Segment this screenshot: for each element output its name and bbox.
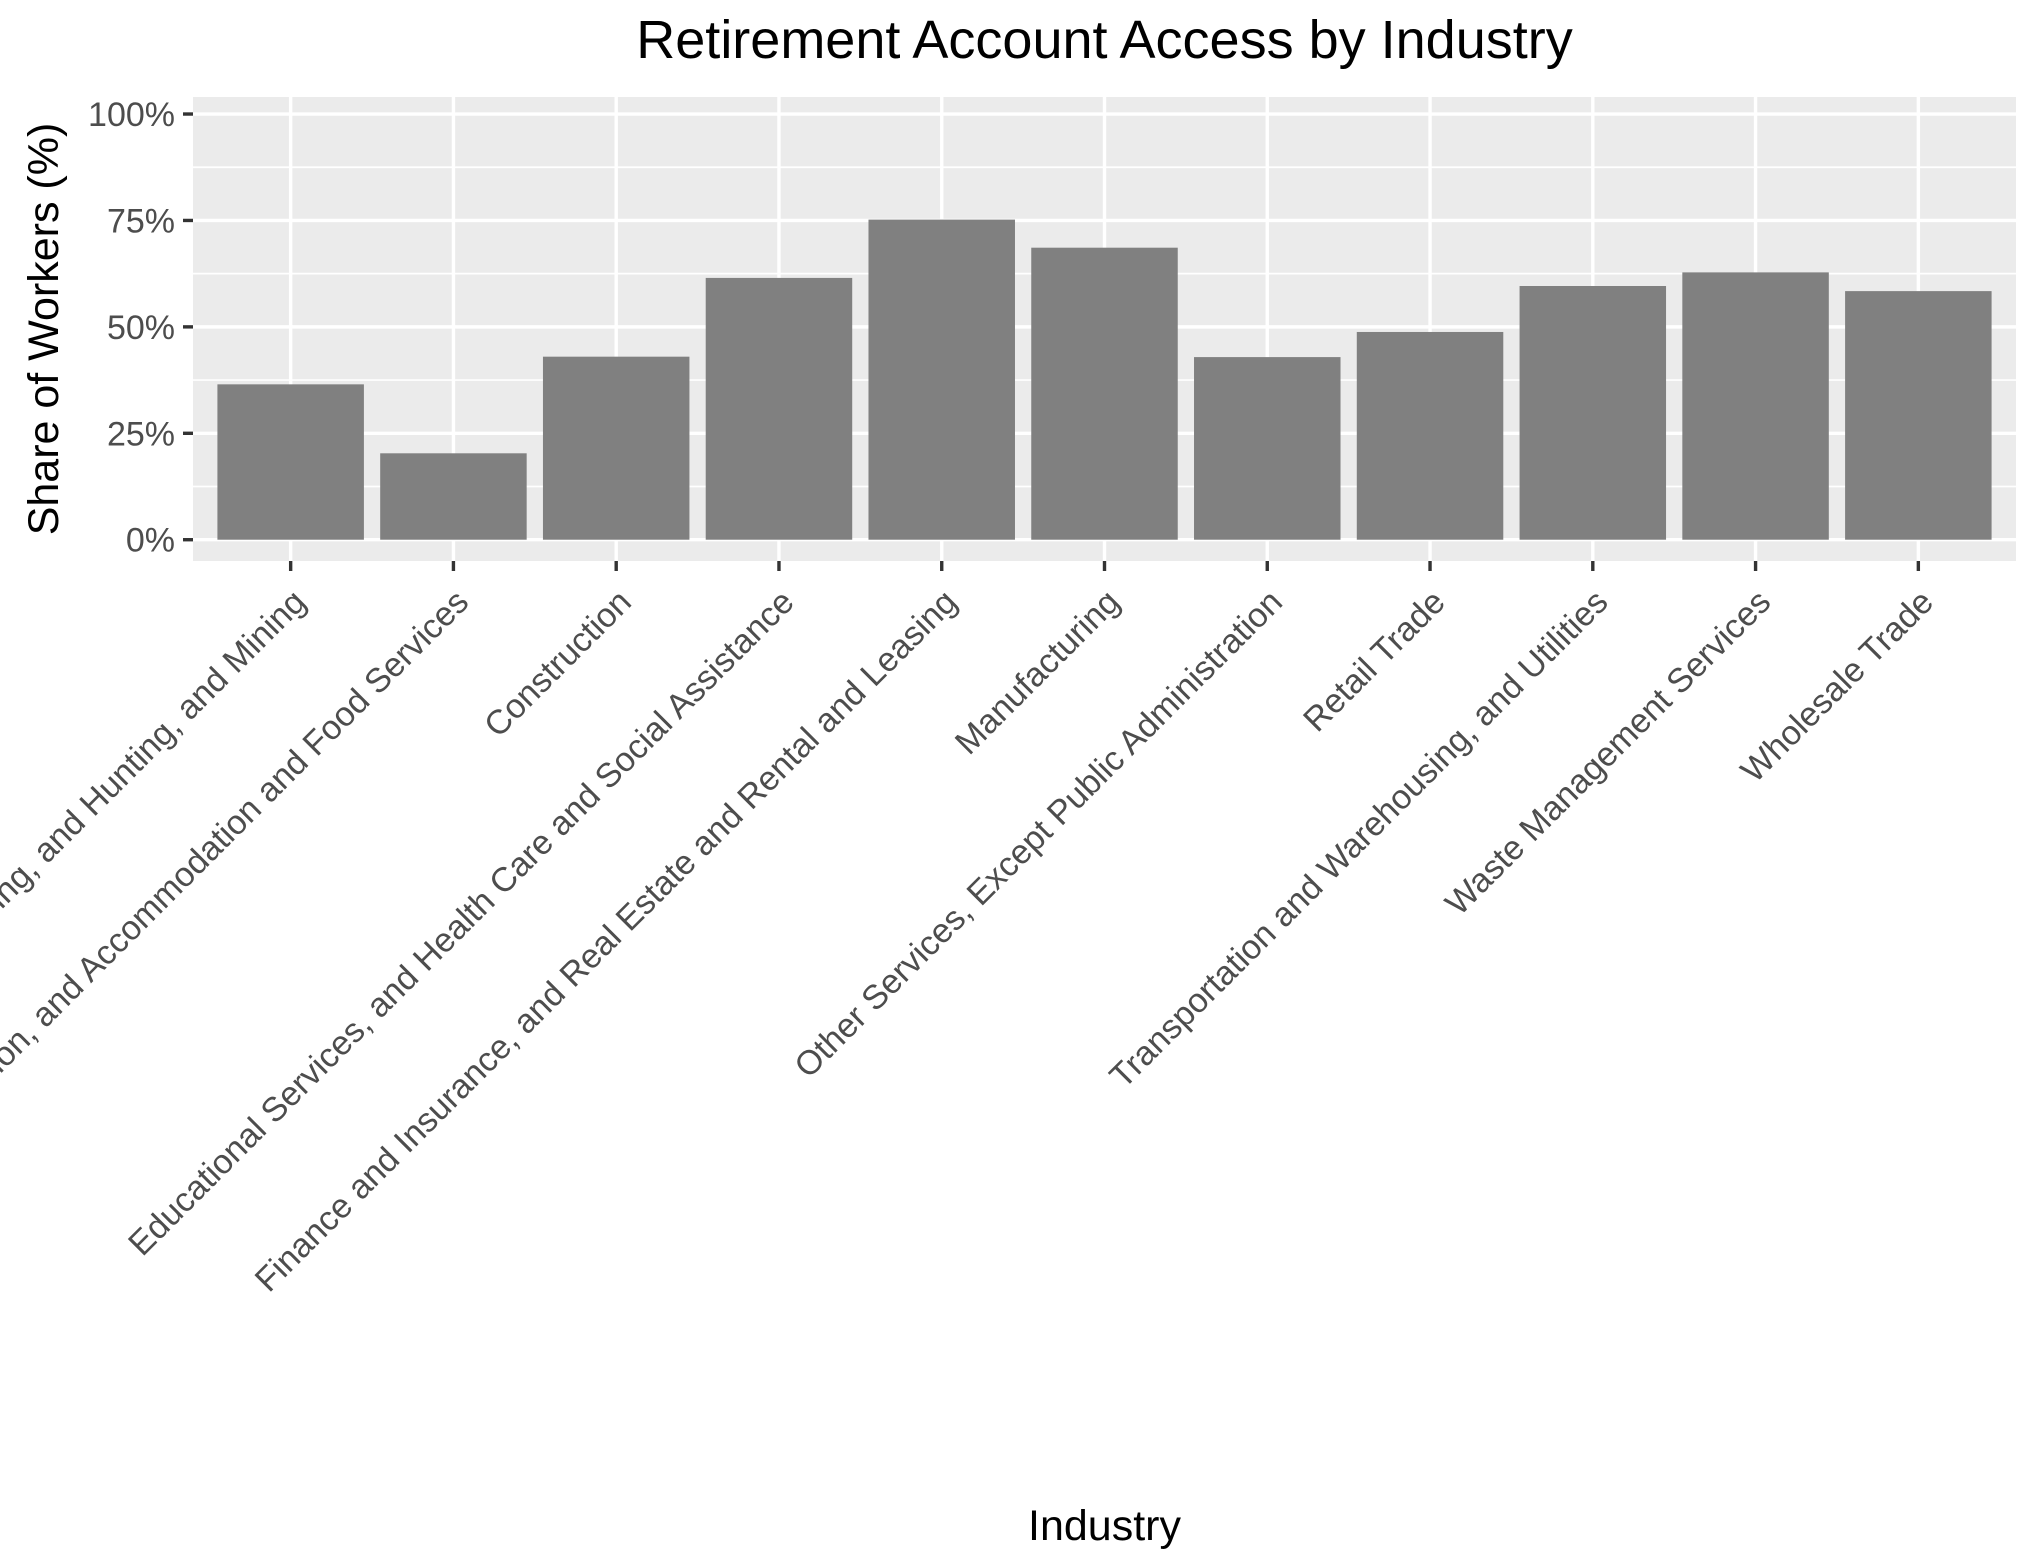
bar [1519,286,1667,540]
y-axis-title: Share of Workers (%) [20,123,68,536]
x-tick-label: Manufacturing [948,583,1127,762]
x-axis-title: Industry [1028,1502,1181,1550]
x-tick-label: Construction [477,583,639,745]
y-tick-label: 75% [107,202,175,240]
bar [217,384,364,540]
bar [1356,331,1504,540]
x-tick-label: Retail Trade [1296,583,1453,740]
bar [542,356,690,540]
chart-title: Retirement Account Access by Industry [636,10,1572,70]
y-tick-label: 25% [107,415,175,453]
bar [705,277,853,540]
y-tick-label: 50% [107,309,175,347]
bar-layer [217,219,1992,540]
bar [868,219,1015,540]
y-tick-label: 100% [88,96,175,134]
bar [1845,291,1992,540]
y-tick-label: 0% [126,522,175,560]
bar [1682,272,1829,540]
bar [1031,247,1178,540]
bar [380,453,527,540]
bar [1194,357,1341,540]
x-tick-label: Waste Management Services [1438,583,1778,923]
